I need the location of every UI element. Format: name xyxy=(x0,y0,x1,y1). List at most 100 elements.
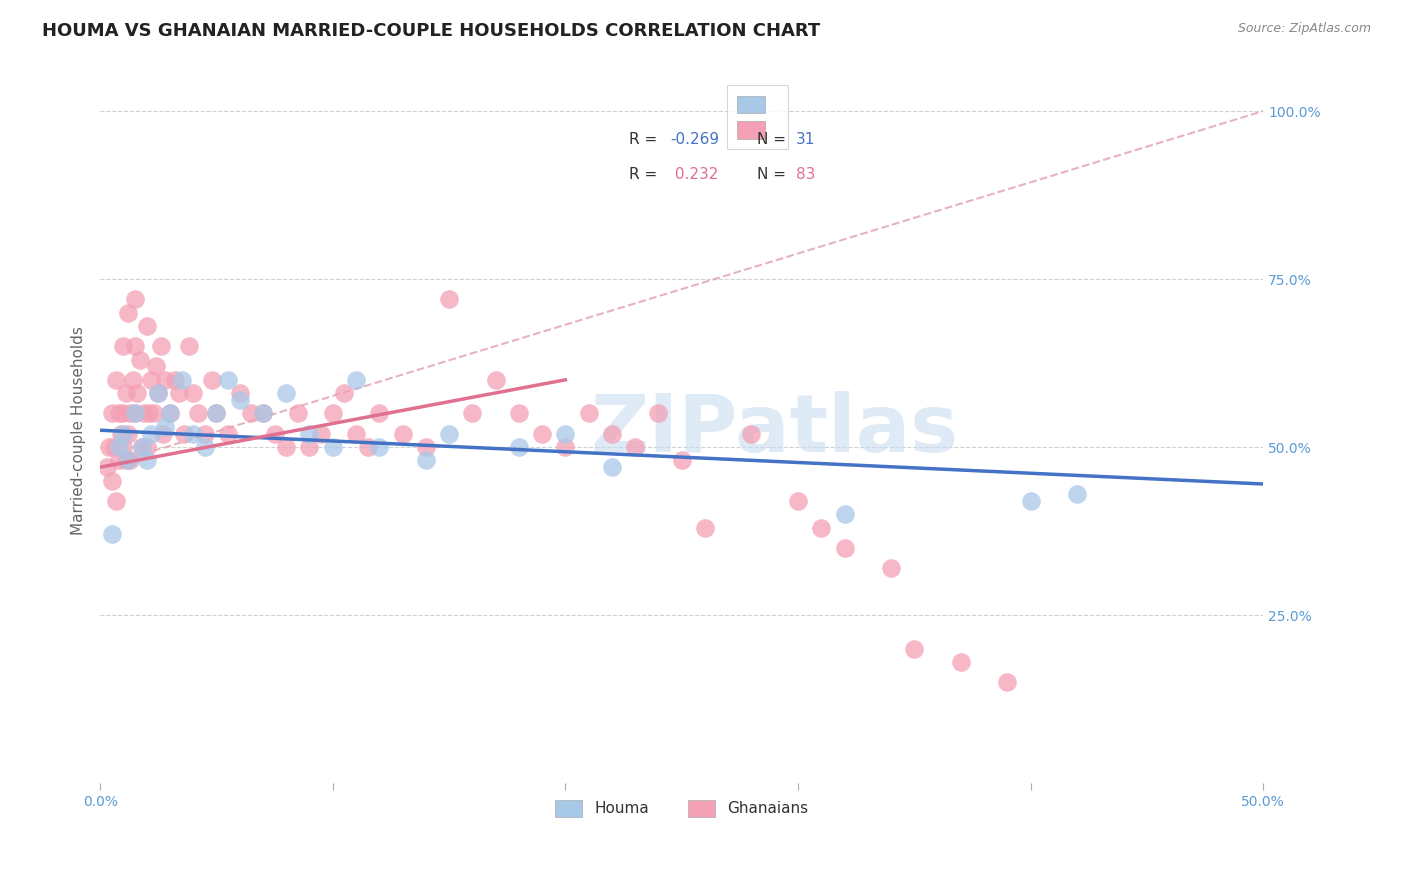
Point xyxy=(276,386,298,401)
Point xyxy=(287,406,309,420)
Point xyxy=(107,453,129,467)
Point xyxy=(107,406,129,420)
Point xyxy=(167,386,190,401)
Point xyxy=(117,305,139,319)
Point xyxy=(163,373,186,387)
Point xyxy=(177,339,200,353)
Point xyxy=(142,406,165,420)
Point xyxy=(437,292,460,306)
Y-axis label: Married-couple Households: Married-couple Households xyxy=(72,326,86,534)
Point xyxy=(880,561,903,575)
Point xyxy=(228,386,250,401)
Point xyxy=(787,493,810,508)
Point xyxy=(121,373,143,387)
Text: R =: R = xyxy=(630,168,662,182)
Point xyxy=(368,406,391,420)
Point xyxy=(949,655,972,669)
Point xyxy=(107,440,129,454)
Point xyxy=(170,373,193,387)
Text: 83: 83 xyxy=(796,168,815,182)
Point xyxy=(100,527,122,541)
Point xyxy=(124,292,146,306)
Point xyxy=(531,426,554,441)
Point xyxy=(105,493,128,508)
Point xyxy=(194,440,217,454)
Point xyxy=(159,406,181,420)
Point xyxy=(624,440,647,454)
Point xyxy=(217,426,239,441)
Point xyxy=(693,521,716,535)
Point xyxy=(554,426,576,441)
Point xyxy=(159,406,181,420)
Point xyxy=(149,339,172,353)
Point xyxy=(100,474,122,488)
Point xyxy=(138,406,160,420)
Point xyxy=(181,386,204,401)
Point xyxy=(834,508,856,522)
Point xyxy=(112,440,135,454)
Point xyxy=(131,440,153,454)
Point xyxy=(141,373,163,387)
Point xyxy=(508,440,530,454)
Point xyxy=(484,373,506,387)
Point xyxy=(322,440,344,454)
Point xyxy=(124,406,146,420)
Point xyxy=(128,352,150,367)
Point xyxy=(112,339,135,353)
Point xyxy=(205,406,228,420)
Point xyxy=(155,420,177,434)
Point xyxy=(114,453,136,467)
Point xyxy=(124,406,146,420)
Point xyxy=(173,426,195,441)
Point xyxy=(120,406,142,420)
Point xyxy=(322,406,344,420)
Point xyxy=(194,426,217,441)
Point xyxy=(135,319,157,334)
Point xyxy=(671,453,693,467)
Point xyxy=(181,426,204,441)
Point xyxy=(112,406,135,420)
Point xyxy=(217,373,239,387)
Text: 31: 31 xyxy=(796,132,815,147)
Point xyxy=(148,386,170,401)
Text: N =: N = xyxy=(758,132,792,147)
Point xyxy=(415,440,437,454)
Point xyxy=(110,426,132,441)
Legend: Houma, Ghanaians: Houma, Ghanaians xyxy=(547,792,815,825)
Point xyxy=(112,426,135,441)
Point xyxy=(124,339,146,353)
Point xyxy=(127,386,149,401)
Point xyxy=(578,406,600,420)
Point xyxy=(100,406,122,420)
Point xyxy=(103,440,125,454)
Point xyxy=(148,386,170,401)
Point xyxy=(391,426,413,441)
Point xyxy=(298,440,321,454)
Point xyxy=(508,406,530,420)
Point xyxy=(834,541,856,555)
Text: ZIPatlas: ZIPatlas xyxy=(591,392,959,469)
Point xyxy=(240,406,263,420)
Point xyxy=(437,426,460,441)
Point xyxy=(554,440,576,454)
Point xyxy=(344,373,367,387)
Point xyxy=(600,426,623,441)
Point xyxy=(1019,493,1042,508)
Point xyxy=(309,426,332,441)
Text: N =: N = xyxy=(758,168,792,182)
Point xyxy=(344,426,367,441)
Point xyxy=(155,373,177,387)
Point xyxy=(117,426,139,441)
Point xyxy=(263,426,285,441)
Point xyxy=(461,406,484,420)
Point xyxy=(135,440,157,454)
Text: HOUMA VS GHANAIAN MARRIED-COUPLE HOUSEHOLDS CORRELATION CHART: HOUMA VS GHANAIAN MARRIED-COUPLE HOUSEHO… xyxy=(42,22,821,40)
Point xyxy=(187,406,209,420)
Point xyxy=(145,359,167,374)
Point xyxy=(810,521,832,535)
Point xyxy=(600,460,623,475)
Point xyxy=(105,373,128,387)
Point xyxy=(276,440,298,454)
Point xyxy=(114,386,136,401)
Point xyxy=(252,406,274,420)
